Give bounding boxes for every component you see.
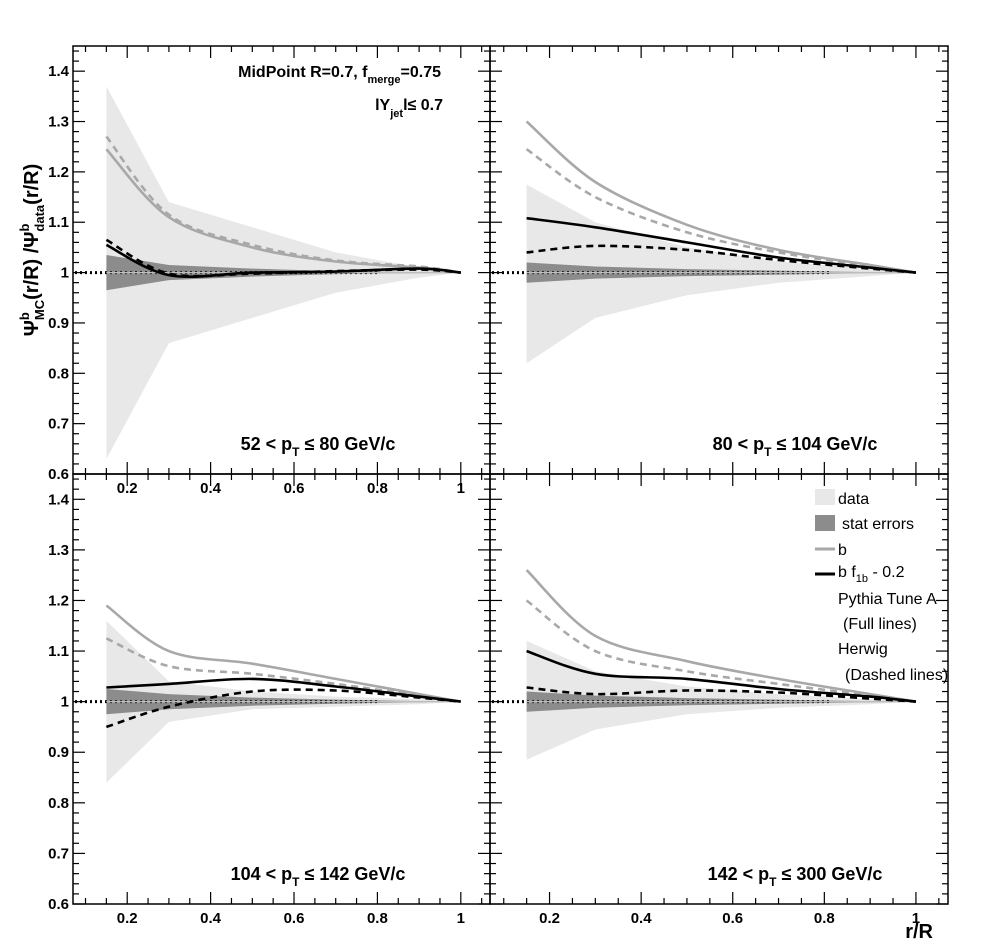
pt-range-label-bottom-right: 142 < pT ≤ 300 GeV/c	[708, 864, 883, 889]
legend-label-data: data	[838, 491, 869, 508]
series-line-bottom-left-1	[105, 604, 462, 703]
legend-label-b: b	[838, 542, 847, 559]
legend-label-bf-suffix: - 0.2	[868, 564, 905, 581]
y-tick-label-top-left: 0.9	[48, 315, 69, 332]
legend-label-herwig: Herwig	[838, 641, 888, 658]
y-tick-label-bottom-left: 0.8	[48, 795, 69, 812]
legend-label-bf: b f1b - 0.2	[838, 564, 905, 585]
panel-top-right: 80 < pT ≤ 104 GeV/c	[489, 45, 949, 475]
x-tick-label-bottom-right: 0.4	[631, 910, 653, 927]
annotation-algorithm-sub: merge	[367, 74, 400, 86]
y-label-psi-mc: Ψ	[21, 320, 43, 336]
x-tick-label-bottom-right: 0.2	[539, 910, 560, 927]
pt-range-sub: T	[769, 875, 777, 889]
x-tick-label-bottom-right: 0.6	[722, 910, 743, 927]
legend-label-pythia: Pythia Tune A	[838, 591, 937, 608]
y-tick-label-bottom-left: 0.6	[48, 896, 69, 913]
pt-range-label-bottom-left: 104 < pT ≤ 142 GeV/c	[231, 864, 406, 889]
pt-range-label-top-right: 80 < pT ≤ 104 GeV/c	[713, 434, 878, 459]
y-tick-label-top-left: 1.2	[48, 164, 69, 181]
legend-label-pythia-note: (Full lines)	[843, 616, 917, 633]
pt-range-suffix: ≤ 300 GeV/c	[776, 864, 882, 884]
y-tick-label-bottom-left: 1.1	[48, 643, 69, 660]
annotation-algorithm: MidPoint R=0.7, fmerge=0.75	[238, 64, 441, 86]
panel-bottom-left: 0.2 0.4 0.6 0.8 10.60.70.80.911.11.21.31.410…	[48, 473, 491, 927]
y-tick-label-bottom-left: 1	[61, 694, 69, 711]
y-tick-label-top-left: 1.3	[48, 114, 69, 131]
y-tick-label-bottom-left: 0.7	[48, 845, 69, 862]
y-label-data-sub: data	[32, 204, 47, 232]
panels: 0.2 0.4 0.6 0.8 1 0.6 0.7 0.8 0.9 1 1.1 1.2 1.3 1.4 52…	[48, 45, 949, 927]
pt-range-prefix: 104 < p	[231, 864, 293, 884]
x-axis-label: r/R	[905, 921, 933, 943]
y-label-end: (r/R)	[21, 164, 43, 205]
y-label-mc-sup: b	[17, 312, 32, 320]
legend-label-stat: stat errors	[842, 516, 914, 533]
pt-range-sub: T	[292, 875, 300, 889]
legend-label-herwig-note: (Dashed lines)	[845, 667, 948, 684]
pt-range-sub: T	[292, 445, 300, 459]
pt-range-prefix: 142 < p	[708, 864, 770, 884]
annotation-rapidity-sub: jet	[389, 108, 403, 120]
x-tick-label-bottom-left: 0.4	[200, 910, 222, 927]
panel-bottom-right: 0.2 0.4 0.6 0.8 1 142 < pT ≤ 300 GeV/c	[489, 473, 949, 927]
legend-swatch-stat	[815, 515, 835, 531]
y-label-mc-sub: MC	[32, 299, 47, 320]
x-tick-label-bottom-left: 0.6	[284, 910, 305, 927]
series-line-bottom-left-2	[105, 637, 461, 703]
pt-range-sub: T	[764, 445, 772, 459]
legend-swatch-data	[815, 489, 835, 505]
x-tick-label-top-left: 0.4	[200, 480, 222, 497]
series-line-bottom-right-3	[526, 649, 917, 703]
pt-range-prefix: 80 < p	[713, 434, 765, 454]
x-tick-label-bottom-left: 0.8	[367, 910, 388, 927]
y-tick-label-top-left: 1	[61, 265, 69, 282]
y-label-mid: (r/R) /Ψ	[21, 232, 43, 300]
y-tick-label-bottom-left: 1.3	[48, 542, 69, 559]
annotation-algorithm-suffix: =0.75	[401, 64, 442, 81]
x-tick-label-bottom-left: 0.2	[117, 910, 138, 927]
y-tick-label-top-left: 1.1	[48, 214, 69, 231]
x-tick-label-top-left: 0.6	[284, 480, 305, 497]
series-line-top-right-1	[525, 120, 917, 274]
panel-frame-bottom-right	[489, 473, 949, 905]
pt-range-label-top-left: 52 < pT ≤ 80 GeV/c	[241, 434, 396, 459]
pt-range-suffix: ≤ 80 GeV/c	[299, 434, 395, 454]
series-line-top-right-4	[526, 244, 917, 274]
y-tick-label-top-left: 0.6	[48, 466, 69, 483]
x-tick-label-top-left: 1	[457, 480, 465, 497]
annotation-algorithm-prefix: MidPoint R=0.7, f	[238, 64, 368, 81]
annotation-rapidity-prefix: lY	[375, 97, 390, 114]
y-axis-label: ΨbMC(r/R) /Ψbdata(r/R)	[17, 164, 47, 337]
pt-range-suffix: ≤ 104 GeV/c	[771, 434, 877, 454]
y-label-data-sup: b	[17, 224, 32, 232]
series-line-bottom-right-1	[525, 569, 917, 703]
y-tick-label-bottom-left: 1.2	[48, 592, 69, 609]
pt-range-suffix: ≤ 142 GeV/c	[299, 864, 405, 884]
series-line-top-right-2	[525, 148, 917, 274]
legend-label-bf-sub: 1b	[856, 573, 868, 585]
series-line-bottom-left-4	[106, 688, 461, 729]
series-line-top-left-2	[105, 135, 461, 274]
x-tick-label-bottom-right: 1	[912, 910, 920, 927]
y-tick-label-bottom-left: 1.4	[48, 491, 70, 508]
x-tick-label-bottom-right: 0.8	[814, 910, 835, 927]
y-tick-label-top-left: 0.8	[48, 365, 69, 382]
y-tick-label-top-left: 0.7	[48, 416, 69, 433]
annotation-rapidity: lYjetl≤ 0.7	[375, 97, 443, 120]
legend: data stat errors b b f1b - 0.2 Pythia Tu…	[815, 489, 948, 684]
y-tick-label-top-left: 1.4	[48, 63, 70, 80]
panel-top-left: 0.2 0.4 0.6 0.8 1 0.6 0.7 0.8 0.9 1 1.1 1.2 1.3 1.4 52…	[48, 45, 491, 497]
annotation-rapidity-suffix: l≤ 0.7	[403, 97, 443, 114]
x-tick-label-top-left: 0.2	[117, 480, 138, 497]
y-tick-label-bottom-left: 0.9	[48, 744, 69, 761]
x-tick-label-top-left: 0.8	[367, 480, 388, 497]
series-line-bottom-right-4	[526, 686, 916, 703]
pt-range-prefix: 52 < p	[241, 434, 293, 454]
x-tick-label-bottom-left: 1	[457, 910, 465, 927]
series-line-top-left-4	[105, 238, 461, 278]
legend-label-bf-prefix: b f	[838, 564, 856, 581]
series-line-top-right-3	[526, 216, 917, 274]
